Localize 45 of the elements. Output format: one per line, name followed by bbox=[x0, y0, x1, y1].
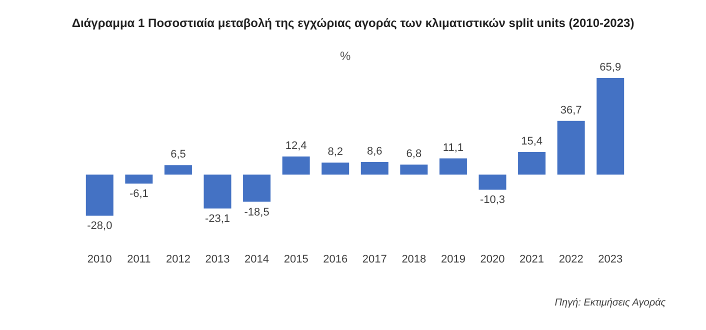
x-tick-label: 2018 bbox=[402, 254, 426, 266]
data-label: -6,1 bbox=[129, 188, 148, 200]
bar bbox=[557, 120, 585, 175]
x-tick-label: 2012 bbox=[166, 254, 190, 266]
bar bbox=[478, 174, 506, 190]
data-label: 12,4 bbox=[285, 140, 307, 152]
x-tick-label: 2022 bbox=[558, 254, 584, 266]
x-tick-label: 2023 bbox=[598, 254, 623, 266]
y-axis-title: % bbox=[340, 49, 351, 63]
data-label: 6,5 bbox=[170, 148, 186, 161]
data-label: -23,1 bbox=[204, 213, 230, 226]
bar bbox=[164, 165, 192, 175]
data-label: 6,8 bbox=[406, 148, 422, 160]
bar bbox=[243, 174, 271, 202]
bar bbox=[439, 158, 467, 175]
data-label: -18,5 bbox=[244, 206, 270, 218]
text: Πηγή: Εκτιμήσεις Αγοράς bbox=[554, 298, 666, 308]
bar bbox=[322, 162, 350, 175]
data-label: 36,7 bbox=[560, 104, 582, 116]
x-tick-label: 2019 bbox=[440, 254, 466, 266]
bar bbox=[596, 78, 624, 175]
x-tick-label: 2010 bbox=[87, 254, 112, 266]
x-tick-label: 2011 bbox=[127, 254, 151, 266]
x-tick-label: 2020 bbox=[480, 254, 505, 266]
data-label: 8,6 bbox=[366, 146, 382, 158]
x-tick-label: 2015 bbox=[284, 254, 308, 266]
data-label: -10,3 bbox=[480, 194, 506, 206]
chart-title: Διάγραμμα 1 Ποσοστιαία μεταβολή της εγχώριας αγοράς των κλιματιστικών split units (2010-2023) bbox=[72, 16, 634, 30]
bar bbox=[204, 174, 232, 209]
data-label: 15,4 bbox=[521, 136, 542, 148]
x-tick-label: 2013 bbox=[205, 254, 230, 266]
data-label: 65,9 bbox=[600, 62, 622, 74]
bar bbox=[518, 152, 546, 175]
data-label: 11,1 bbox=[442, 142, 464, 154]
x-tick-label: 2014 bbox=[244, 254, 270, 266]
x-tick-label: 2021 bbox=[520, 254, 544, 266]
data-label: 8,2 bbox=[328, 146, 344, 158]
bar bbox=[360, 162, 388, 175]
data-label: -28,0 bbox=[87, 220, 112, 232]
bar bbox=[400, 164, 428, 175]
bar bbox=[86, 174, 114, 216]
x-tick-label: 2016 bbox=[323, 254, 348, 266]
x-tick-label: 2017 bbox=[362, 254, 387, 266]
bar bbox=[282, 156, 310, 175]
bar bbox=[125, 174, 153, 184]
